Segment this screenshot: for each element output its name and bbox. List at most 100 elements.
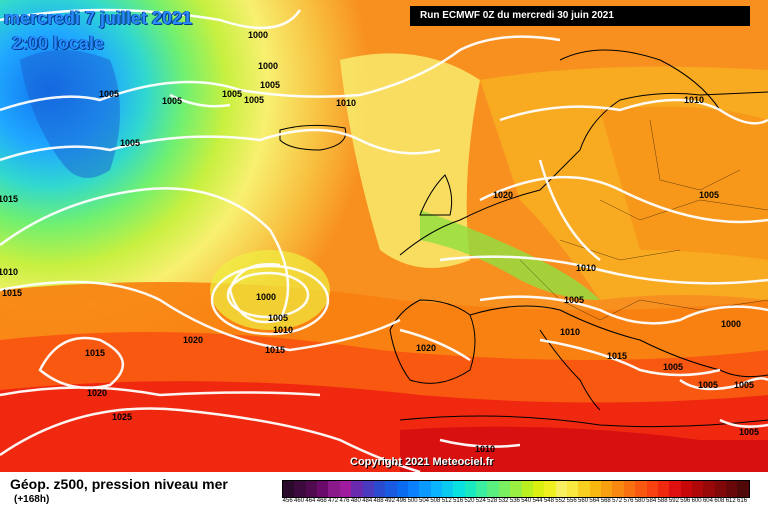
scale-cell [430,481,443,497]
color-scale-ticks: 456 460 464 468 472 476 480 484 488 492 496 500 504 5… [282,498,748,504]
scale-cell [532,481,545,497]
scale-cell [623,481,636,497]
pressure-label: 1020 [492,190,514,200]
pressure-label: 1000 [255,292,277,302]
pressure-label: 1015 [84,348,106,358]
scale-tick: 580 [634,498,645,504]
pressure-label: 1010 [575,263,597,273]
pressure-label: 1020 [182,335,204,345]
scale-cell [442,481,454,497]
scale-cell [691,481,704,497]
pressure-label: 1010 [683,95,705,105]
scale-tick: 616 [737,498,748,504]
scale-tick: 524 [475,498,486,504]
scale-cell [737,481,749,497]
scale-tick: 588 [657,498,668,504]
scale-tick: 528 [487,498,498,504]
scale-tick: 612 [725,498,736,504]
scale-cell [646,481,658,497]
scale-tick: 544 [532,498,543,504]
scale-cell [635,481,647,497]
pressure-label: 1020 [415,343,437,353]
scale-cell [476,481,488,497]
pressure-label: 1005 [161,96,183,106]
scale-cell [521,481,533,497]
scale-cell [283,481,295,497]
scale-cell [487,481,499,497]
scale-tick: 464 [305,498,316,504]
pressure-label: 1005 [119,138,141,148]
scale-tick: 548 [543,498,554,504]
scale-cell [498,481,511,497]
pressure-label: 1005 [698,190,720,200]
copyright-text: Copyright 2021 Meteociel.fr [350,456,494,468]
scale-cell [703,481,715,497]
scale-tick: 600 [691,498,702,504]
weather-map [0,0,768,472]
scale-cell [351,481,363,497]
scale-cell [317,481,329,497]
scale-tick: 460 [294,498,305,504]
scale-cell [510,481,522,497]
scale-cell [362,481,374,497]
scale-cell [555,481,567,497]
scale-tick: 608 [714,498,725,504]
scale-tick: 504 [418,498,429,504]
scale-cell [566,481,579,497]
scale-cell [419,481,431,497]
scale-tick: 500 [407,498,418,504]
scale-tick: 576 [623,498,634,504]
scale-tick: 468 [316,498,327,504]
scale-cell [407,481,420,497]
scale-cell [385,481,397,497]
scale-tick: 532 [498,498,509,504]
legend-subtitle: (+168h) [14,494,50,505]
scale-cell [339,481,352,497]
pressure-label: 1005 [563,295,585,305]
pressure-label: 1000 [720,319,742,329]
pressure-label: 1005 [662,362,684,372]
pressure-label: 1005 [738,427,760,437]
scale-cell [680,481,692,497]
pressure-label: 1015 [264,345,286,355]
scale-tick: 536 [509,498,520,504]
scale-cell [373,481,386,497]
pressure-label: 1005 [733,380,755,390]
scale-tick: 508 [430,498,441,504]
scale-cell [612,481,624,497]
pressure-label: 1020 [86,388,108,398]
pressure-label: 1005 [98,89,120,99]
scale-cell [726,481,738,497]
scale-tick: 604 [702,498,713,504]
pressure-label: 1015 [1,288,23,298]
scale-tick: 456 [282,498,293,504]
scale-tick: 484 [362,498,373,504]
scale-tick: 596 [680,498,691,504]
scale-tick: 516 [453,498,464,504]
scale-cell [601,481,613,497]
scale-tick: 472 [328,498,339,504]
scale-tick: 480 [350,498,361,504]
scale-cell [669,481,681,497]
pressure-label: 1010 [559,327,581,337]
legend-footer: Géop. z500, pression niveau mer (+168h) … [0,472,768,512]
scale-cell [544,481,556,497]
scale-tick: 560 [578,498,589,504]
scale-cell [294,481,306,497]
pressure-label: 1000 [257,61,279,71]
scale-tick: 572 [612,498,623,504]
scale-tick: 496 [396,498,407,504]
scale-cell [578,481,590,497]
scale-tick: 564 [589,498,600,504]
pressure-label: 1010 [0,267,19,277]
scale-cell [396,481,408,497]
legend-title: Géop. z500, pression niveau mer [10,476,228,492]
scale-cell [305,481,318,497]
scale-tick: 556 [566,498,577,504]
pressure-label: 1000 [247,30,269,40]
run-info-box: Run ECMWF 0Z du mercredi 30 juin 2021 [410,6,750,26]
scale-tick: 520 [464,498,475,504]
scale-tick: 476 [339,498,350,504]
pressure-label: 1005 [221,89,243,99]
